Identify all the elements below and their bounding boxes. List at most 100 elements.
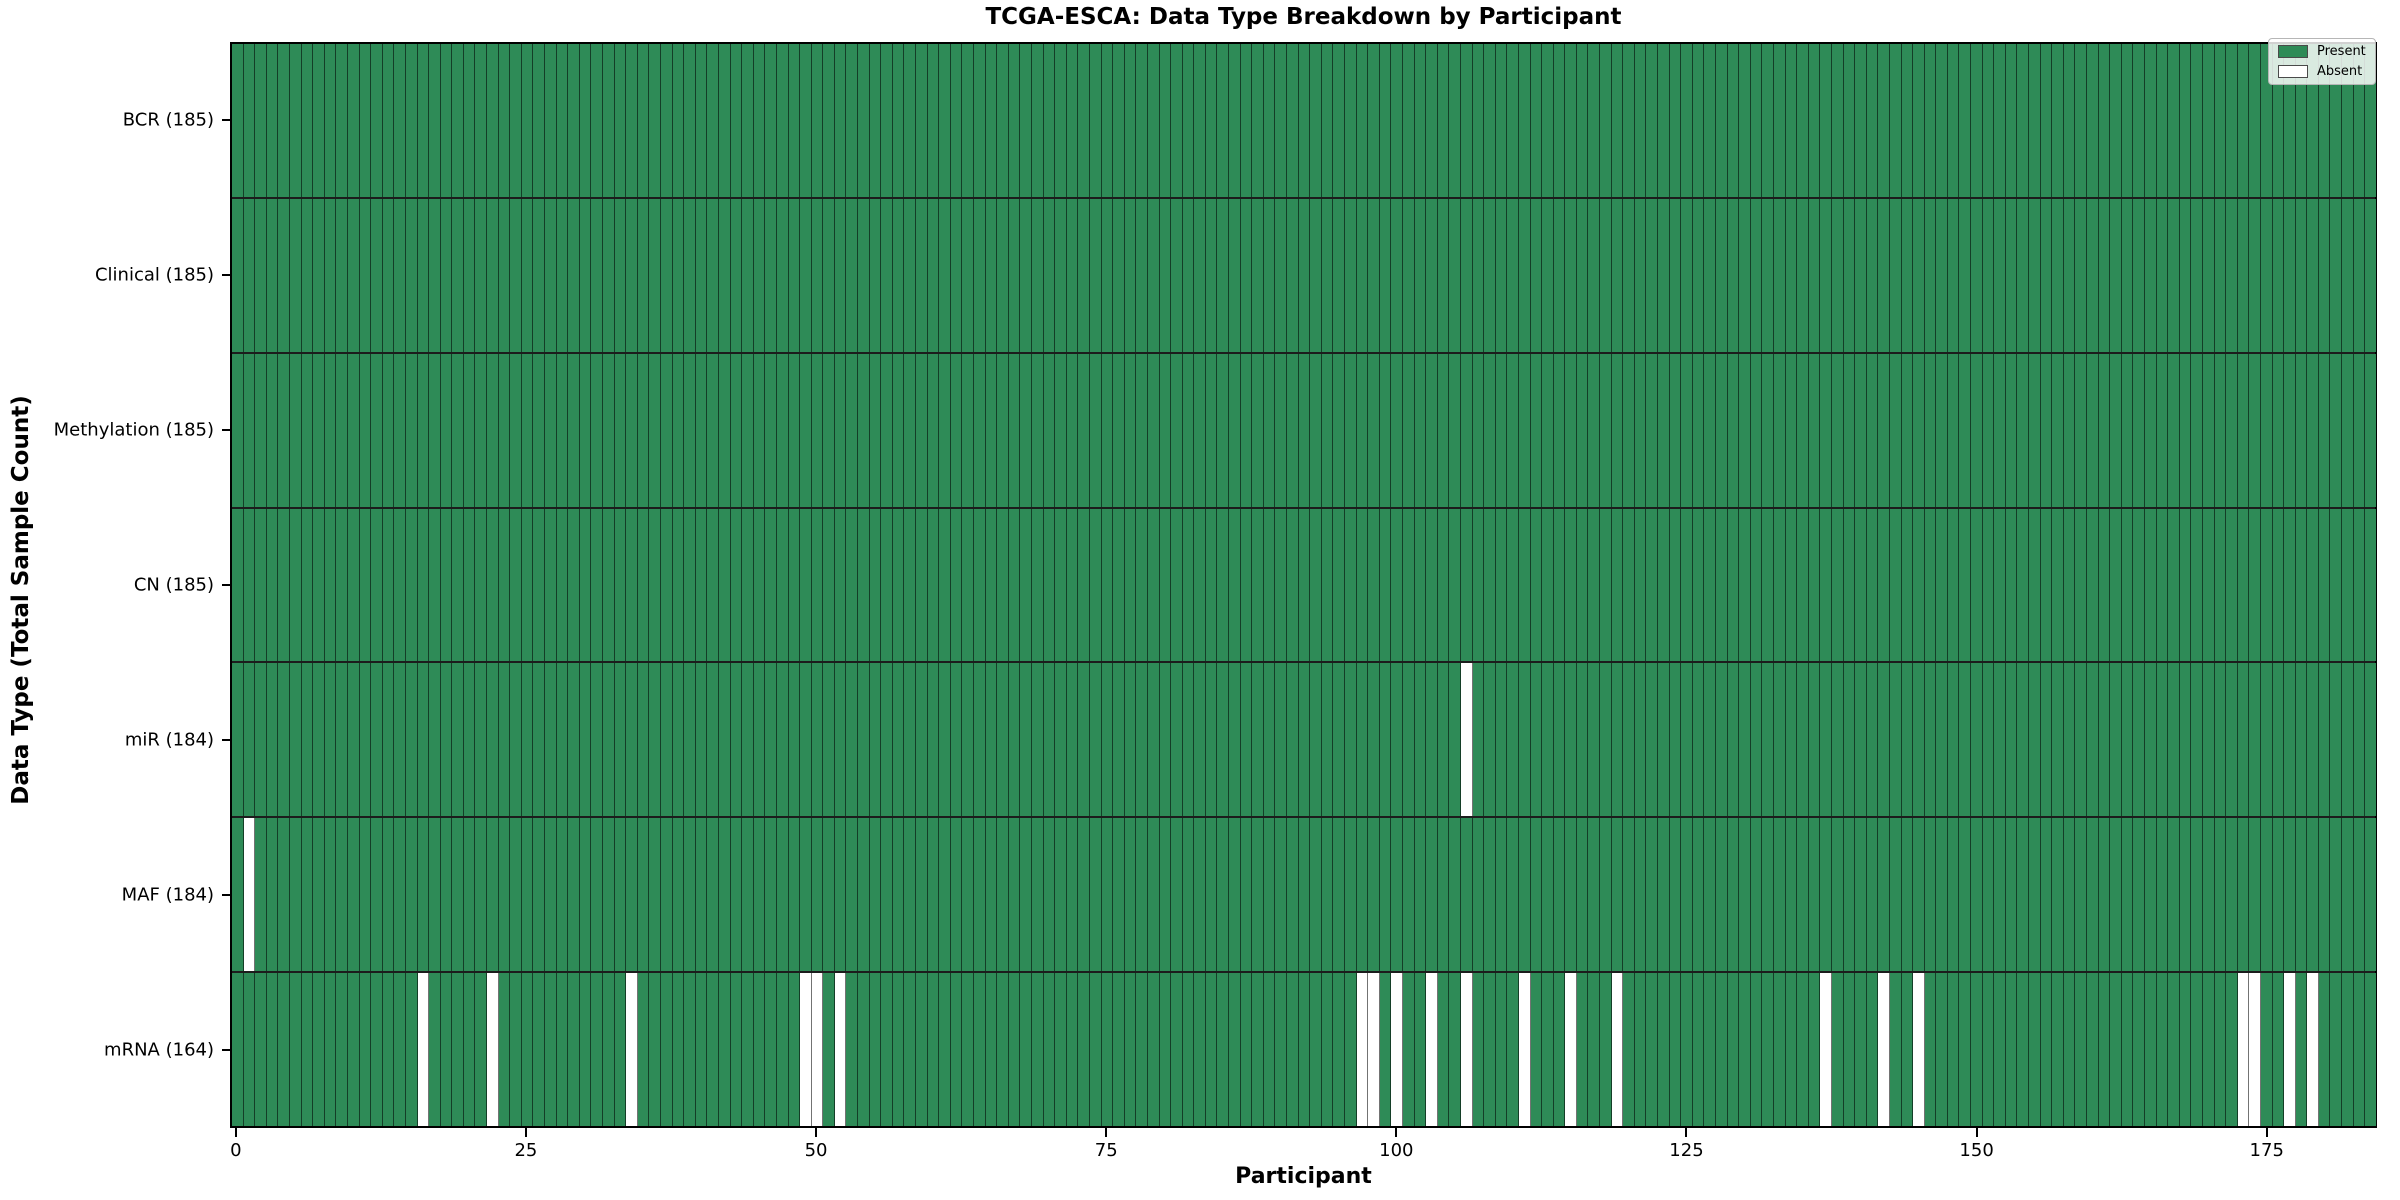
cell-CN-168 [2179,508,2192,662]
cell-Methylation-56 [881,353,893,507]
cell-mRNA-150 [1971,973,1983,1127]
cell-MAF-3 [266,818,279,972]
cell-BCR-26 [533,44,546,197]
cell-BCR-99 [1379,44,1392,197]
cell-miR-99 [1379,663,1392,817]
cell-miR-56 [881,663,893,817]
cell-mRNA-176 [2272,973,2285,1127]
cell-BCR-181 [2330,44,2343,197]
cell-MAF-153 [2005,818,2018,972]
cell-CN-97 [1356,508,1369,662]
cell-CN-5 [289,508,302,662]
cell-miR-53 [846,663,859,817]
cell-Clinical-67 [1008,198,1021,352]
cell-Methylation-126 [1692,353,1705,507]
cell-Clinical-139 [1843,198,1856,352]
cell-MAF-16 [417,818,430,972]
row-miR [232,663,2376,819]
x-tick-mark-175 [2265,1128,2268,1137]
cell-Methylation-154 [2017,353,2030,507]
cell-Methylation-101 [1402,353,1415,507]
cell-mRNA-132 [1762,973,1774,1127]
cell-CN-71 [1055,508,1067,662]
cell-CN-67 [1008,508,1021,662]
cell-mRNA-24 [510,973,522,1127]
cell-MAF-163 [2121,818,2134,972]
cell-MAF-112 [1530,818,1543,972]
cell-BCR-154 [2017,44,2030,197]
cell-Clinical-117 [1588,198,1601,352]
cell-Methylation-164 [2133,353,2145,507]
cell-mRNA-34 [626,973,638,1127]
cell-CN-50 [811,508,824,662]
cell-Methylation-106 [1460,353,1473,507]
cell-CN-181 [2330,508,2343,662]
cell-miR-136 [1808,663,1821,817]
cell-Clinical-25 [521,198,534,352]
cell-BCR-138 [1831,44,1844,197]
cell-Clinical-92 [1298,198,1311,352]
cell-miR-37 [660,663,673,817]
cell-BCR-134 [1785,44,1798,197]
cell-miR-49 [800,663,812,817]
cell-MAF-35 [637,818,650,972]
cell-CN-79 [1147,508,1160,662]
cell-mRNA-70 [1043,973,1056,1127]
cell-BCR-52 [834,44,847,197]
cell-miR-65 [985,663,998,817]
cell-miR-135 [1797,663,1809,817]
y-tick-label-MAF: MAF (184) [121,884,214,906]
cell-Methylation-109 [1495,353,1508,507]
cell-Methylation-147 [1936,353,1948,507]
cell-CN-36 [649,508,661,662]
cell-Clinical-10 [347,198,360,352]
cell-miR-6 [301,663,314,817]
cell-Methylation-120 [1623,353,1635,507]
cell-BCR-23 [498,44,511,197]
cell-MAF-100 [1391,818,1403,972]
cell-Clinical-180 [2318,198,2331,352]
cell-MAF-71 [1055,818,1067,972]
row-Methylation [232,353,2376,509]
cell-CN-156 [2040,508,2053,662]
cell-Methylation-182 [2342,353,2354,507]
cell-miR-38 [672,663,685,817]
cell-CN-57 [892,508,905,662]
cell-miR-25 [521,663,534,817]
cell-mRNA-72 [1066,973,1079,1127]
cell-Clinical-8 [324,198,337,352]
cell-Clinical-181 [2330,198,2343,352]
cell-mRNA-116 [1576,973,1589,1127]
cell-Methylation-156 [2040,353,2053,507]
cell-Clinical-168 [2179,198,2192,352]
cell-Clinical-110 [1507,198,1519,352]
cell-miR-112 [1530,663,1543,817]
cell-MAF-149 [1959,818,1972,972]
cell-Methylation-97 [1356,353,1369,507]
cell-CN-47 [776,508,789,662]
cell-BCR-163 [2121,44,2134,197]
cell-MAF-69 [1031,818,1044,972]
cell-MAF-46 [765,818,777,972]
cell-mRNA-77 [1124,973,1137,1127]
cell-miR-120 [1623,663,1635,817]
cell-mRNA-12 [371,973,383,1127]
cell-MAF-162 [2110,818,2122,972]
cell-BCR-122 [1646,44,1659,197]
cell-CN-44 [742,508,754,662]
y-tick-label-BCR: BCR (185) [122,109,214,131]
cell-BCR-56 [881,44,893,197]
cell-BCR-179 [2307,44,2319,197]
cell-BCR-30 [579,44,592,197]
cell-Clinical-159 [2075,198,2087,352]
cell-MAF-23 [498,818,511,972]
cell-MAF-27 [545,818,557,972]
cell-Methylation-42 [718,353,731,507]
cell-Clinical-112 [1530,198,1543,352]
cell-MAF-22 [487,818,499,972]
cell-CN-143 [1889,508,1902,662]
cell-MAF-151 [1982,818,1995,972]
cell-BCR-167 [2168,44,2180,197]
cell-MAF-92 [1298,818,1311,972]
cell-mRNA-69 [1031,973,1044,1127]
